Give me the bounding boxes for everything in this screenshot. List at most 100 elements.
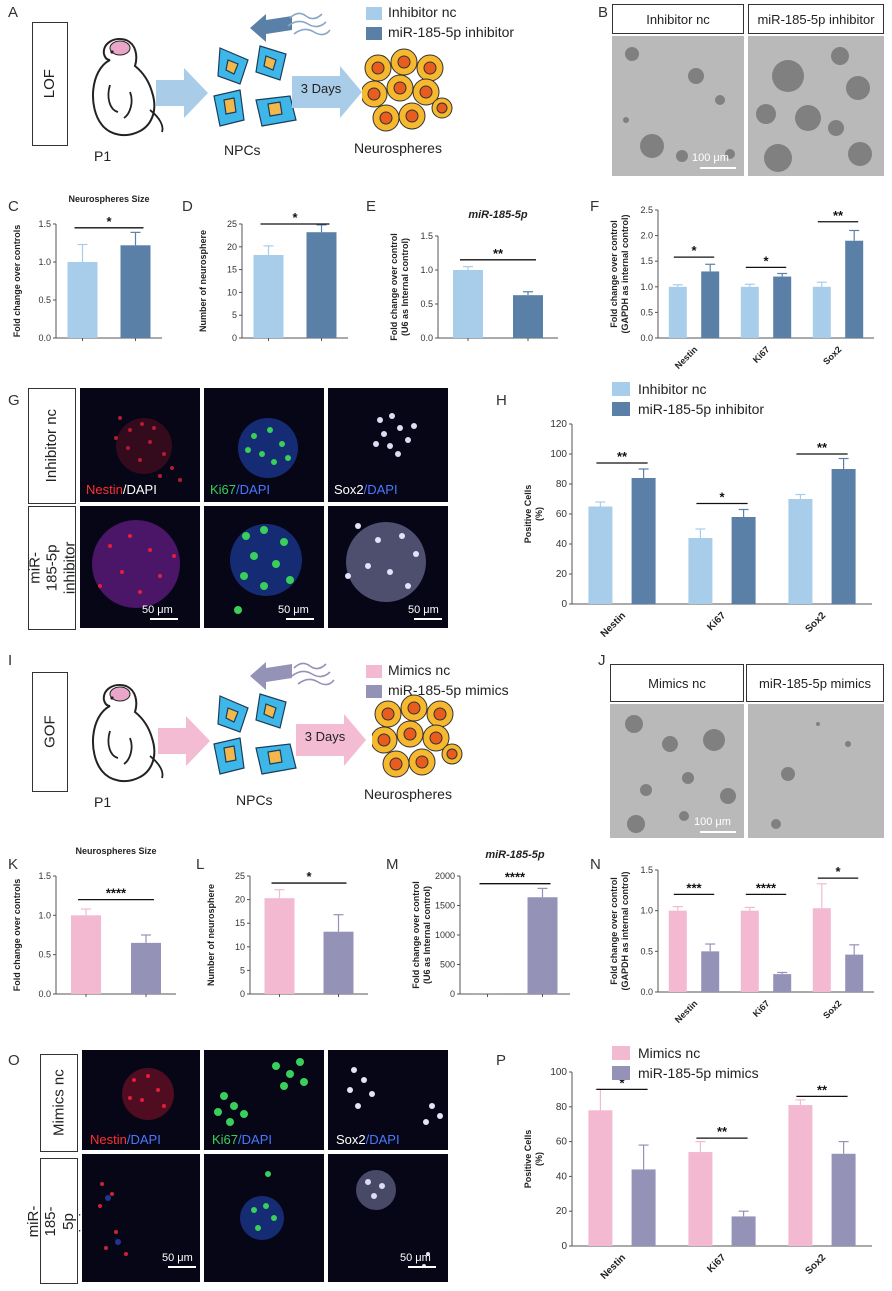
if-g-scale-label-nestin: 50 μm [142, 604, 173, 616]
micro-b-scale-label: 100 μm [692, 152, 729, 164]
chart-m-ylabel: Fold change over control(U6 as Internal … [411, 881, 432, 989]
micro-j-image-mimics [748, 704, 884, 838]
chart-h-sig-label: * [719, 490, 725, 505]
if-g-ki67-nc: Ki67/DAPI [204, 388, 324, 502]
panel-letter-b: B [598, 4, 609, 21]
gof-side-box: GOF [32, 672, 68, 792]
chart-d-ytick-label: 20 [227, 242, 237, 252]
chart-l-ylabel: Number of neurosphere [206, 884, 216, 986]
chart-f-ytick-label: 1.5 [640, 256, 653, 266]
if-o-stain-ki67-marker: Ki67 [212, 1132, 239, 1147]
chart-p-bar [588, 1110, 613, 1246]
chart-d-bar [253, 255, 284, 338]
panel-letter-e: E [366, 198, 377, 215]
if-o-row-label-mimics-box: miR-185-5p mimics [25, 1158, 93, 1284]
chart-p-category-label: Ki67 [705, 1252, 728, 1275]
if-g-stain-ki67: Ki67/DAPI [210, 482, 270, 497]
chart-h-legend-swatch [612, 382, 630, 396]
chart-f-sig-label: * [691, 243, 697, 258]
chart-p-sig-label: ** [817, 1082, 828, 1097]
if-g-scale-bar-sox2 [414, 618, 442, 620]
chart-l-ytick-label: 10 [235, 942, 245, 952]
panel-letter-i: I [8, 652, 13, 669]
panel-letter-d: D [182, 198, 193, 215]
chart-n-sig-label: *** [686, 880, 702, 895]
chart-p-category-label: Nestin [599, 1252, 628, 1281]
schematic-lof: LOF P1 NPCs 3 Days Ne [0, 0, 590, 190]
chart-h-ytick-label: 0 [561, 599, 567, 610]
chart-h-ytick-label: 40 [556, 539, 568, 550]
panel-letter-p: P [496, 1052, 507, 1069]
chart-d-ytick-label: 5 [232, 310, 237, 320]
panel-letter-c: C [8, 198, 19, 215]
chart-h-category-label: Nestin [599, 610, 628, 639]
chart-k: Neurospheres Size Fold change over contro… [12, 846, 176, 999]
gof-mimics-strands-icon [291, 662, 335, 686]
if-g-scale-label-ki67: 50 μm [278, 604, 309, 616]
if-panel-o: Mimics nc miR-185-5p mimics Nestin/DAPI … [25, 1050, 482, 1286]
if-o-nestin-nc: Nestin/DAPI [82, 1050, 200, 1150]
chart-h-sig-label: ** [617, 449, 628, 464]
if-o-stain-nestin: Nestin/DAPI [90, 1132, 161, 1147]
chart-h-category-label: Ki67 [705, 610, 728, 633]
chart-l-ytick-label: 5 [240, 965, 245, 975]
if-o-ki67-nc: Ki67/DAPI [204, 1050, 324, 1150]
gof-legend-swatch-mimics [366, 684, 382, 698]
if-o-sox2-nc: Sox2/DAPI [328, 1050, 448, 1150]
chart-k-bar [71, 915, 101, 994]
chart-c-ytick-label: 0.0 [38, 333, 51, 343]
micro-b-image-inhibitor [748, 36, 884, 176]
chart-c-ytick-label: 1.5 [38, 219, 51, 229]
if-g-ki67-inhibitor: 50 μm [204, 506, 324, 628]
gof-legend: Mimics nc miR-185-5p mimics [366, 660, 509, 700]
chart-e-title: miR-185-5p [468, 209, 528, 221]
chart-h-bar [788, 499, 813, 604]
chart-f-ylabel-line: (GAPDH as internal control) [620, 214, 630, 333]
chart-h-bar [731, 517, 756, 604]
chart-f-bar [668, 286, 687, 338]
if-g-stain-sox2: Sox2/DAPI [334, 482, 398, 497]
if-o-ki67-mimics [204, 1154, 324, 1282]
chart-p-bar [631, 1169, 656, 1246]
chart-n-bar [773, 974, 792, 992]
if-g-stain-ki67-marker: Ki67 [210, 482, 237, 497]
if-g-stain-nestin: Nestin/DAPI [86, 482, 157, 497]
chart-m-sig-label: **** [505, 870, 526, 885]
chart-n-ytick-label: 0.0 [640, 987, 653, 997]
chart-p-ytick-label: 100 [550, 1067, 567, 1078]
chart-m-ylabel-line: Fold change over control [411, 881, 421, 989]
if-g-stain-ki67-dapi: /DAPI [236, 482, 270, 497]
if-o-scale-label-nestin: 50 μm [162, 1252, 193, 1264]
if-o-scale-bar-sox2 [408, 1266, 436, 1268]
chart-f-bar [740, 286, 759, 338]
panel-letter-j: J [598, 652, 606, 669]
chart-p-legend-label: Mimics nc [638, 1045, 700, 1061]
chart-l: Number of neurosphere 0 5 10 15 20 25 * [206, 869, 368, 999]
panel-letter-h: H [496, 392, 507, 409]
gof-side-label: GOF [41, 715, 59, 749]
chart-l-bar [264, 898, 295, 994]
if-g-stain-nestin-marker: Nestin [86, 482, 123, 497]
chart-c-bar [120, 245, 151, 338]
chart-n-category-label: Sox2 [821, 998, 843, 1020]
chart-c-ylabel-line: Fold change over controls [12, 225, 22, 338]
lof-side-box: LOF [32, 22, 68, 146]
if-g-stain-sox2-marker: Sox2 [334, 482, 364, 497]
if-g-scale-bar-ki67 [286, 618, 314, 620]
chart-p-bar [788, 1105, 813, 1246]
chart-e-sig-label: ** [493, 246, 504, 261]
chart-k-ylabel-line: Fold change over controls [12, 879, 22, 992]
chart-p-legend-label: miR-185-5p mimics [638, 1065, 759, 1081]
lof-legend: Inhibitor nc miR-185-5p inhibitor [366, 2, 514, 42]
panel-letter-o: O [8, 1052, 20, 1069]
gof-legend-label-nc: Mimics nc [388, 662, 451, 678]
chart-k-ytick-label: 0.0 [38, 989, 51, 999]
micrograph-panel-b: Inhibitor nc miR-185-5p inhibitor 100 μm [612, 4, 884, 180]
gof-days-label: 3 Days [304, 729, 346, 744]
chart-h-bar [631, 478, 656, 604]
chart-l-ylabel-line: Number of neurosphere [206, 884, 216, 986]
chart-n-category-label: Nestin [673, 998, 700, 1025]
if-o-nestin-mimics: 50 μm [82, 1154, 200, 1282]
if-o-stain-ki67-dapi: /DAPI [238, 1132, 272, 1147]
chart-h-ylabel-line: (%) [534, 507, 544, 521]
